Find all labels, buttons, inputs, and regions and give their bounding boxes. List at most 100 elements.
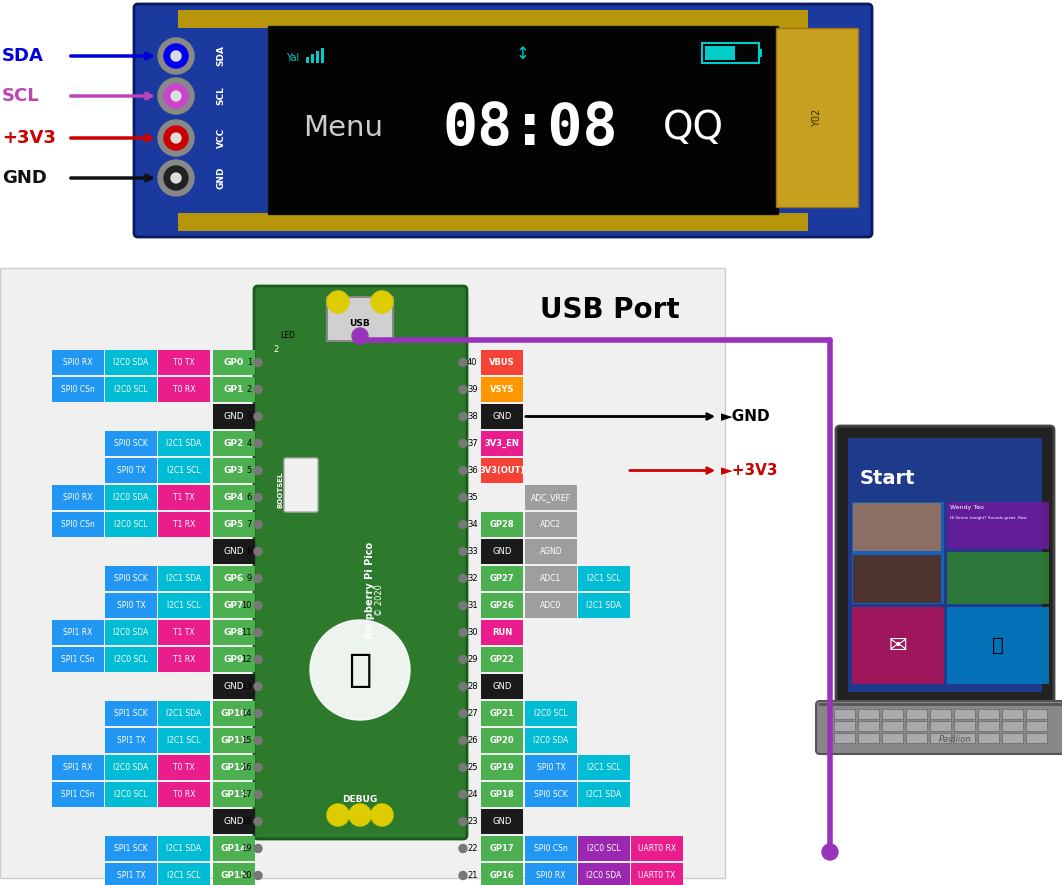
- Text: GND: GND: [224, 817, 244, 826]
- Text: © 2020: © 2020: [376, 584, 384, 616]
- Circle shape: [254, 358, 262, 366]
- FancyBboxPatch shape: [1027, 710, 1047, 720]
- Text: 35: 35: [467, 493, 478, 502]
- FancyBboxPatch shape: [525, 485, 577, 510]
- FancyBboxPatch shape: [816, 701, 1062, 754]
- Text: 31: 31: [467, 601, 478, 610]
- FancyBboxPatch shape: [105, 782, 157, 807]
- Text: SPI0 CSn: SPI0 CSn: [62, 385, 95, 394]
- Text: GP22: GP22: [490, 655, 514, 664]
- Text: SCL: SCL: [2, 87, 39, 105]
- FancyBboxPatch shape: [481, 836, 523, 861]
- Circle shape: [822, 844, 838, 860]
- FancyBboxPatch shape: [853, 555, 941, 603]
- FancyBboxPatch shape: [525, 782, 577, 807]
- Circle shape: [254, 466, 262, 474]
- Bar: [0, 268, 725, 878]
- Text: 27: 27: [467, 709, 478, 718]
- Text: I2C1 SCL: I2C1 SCL: [167, 466, 201, 475]
- FancyBboxPatch shape: [978, 721, 999, 732]
- FancyBboxPatch shape: [178, 10, 808, 28]
- Circle shape: [254, 736, 262, 744]
- FancyBboxPatch shape: [105, 431, 157, 456]
- FancyBboxPatch shape: [481, 350, 523, 375]
- Circle shape: [459, 736, 467, 744]
- FancyBboxPatch shape: [158, 782, 210, 807]
- FancyBboxPatch shape: [105, 755, 157, 780]
- Text: 9: 9: [246, 574, 252, 583]
- FancyBboxPatch shape: [105, 458, 157, 483]
- FancyBboxPatch shape: [481, 809, 523, 834]
- Text: 17: 17: [241, 790, 252, 799]
- FancyBboxPatch shape: [836, 426, 1054, 704]
- FancyBboxPatch shape: [105, 350, 157, 375]
- Text: I2C0 SCL: I2C0 SCL: [114, 655, 148, 664]
- Circle shape: [254, 844, 262, 852]
- FancyBboxPatch shape: [158, 431, 210, 456]
- Text: VCC: VCC: [217, 127, 225, 148]
- Text: 39: 39: [467, 385, 478, 394]
- Text: GP18: GP18: [490, 790, 514, 799]
- Text: DEBUG: DEBUG: [342, 796, 378, 804]
- FancyBboxPatch shape: [481, 566, 523, 591]
- Circle shape: [254, 790, 262, 798]
- Text: 34: 34: [467, 520, 478, 529]
- FancyBboxPatch shape: [158, 863, 210, 885]
- FancyBboxPatch shape: [955, 710, 976, 720]
- Text: I2C1 SDA: I2C1 SDA: [167, 439, 202, 448]
- Text: I2C1 SDA: I2C1 SDA: [167, 844, 202, 853]
- Text: VSYS: VSYS: [490, 385, 514, 394]
- Circle shape: [171, 51, 181, 61]
- Text: 19: 19: [241, 844, 252, 853]
- Circle shape: [459, 412, 467, 420]
- FancyBboxPatch shape: [105, 647, 157, 672]
- FancyBboxPatch shape: [847, 438, 1042, 692]
- FancyBboxPatch shape: [52, 350, 104, 375]
- Text: I2C0 SDA: I2C0 SDA: [533, 736, 568, 745]
- Text: 38: 38: [467, 412, 478, 421]
- FancyBboxPatch shape: [947, 552, 1049, 604]
- Text: 5: 5: [246, 466, 252, 475]
- Text: GP8: GP8: [224, 628, 244, 637]
- FancyBboxPatch shape: [213, 512, 255, 537]
- Circle shape: [171, 91, 181, 101]
- Text: SPI0 RX: SPI0 RX: [64, 358, 92, 367]
- Circle shape: [164, 44, 188, 68]
- Circle shape: [459, 548, 467, 556]
- Circle shape: [459, 710, 467, 718]
- Text: SPI0 CSn: SPI0 CSn: [62, 520, 95, 529]
- FancyBboxPatch shape: [776, 28, 858, 207]
- Text: 3V3_EN: 3V3_EN: [484, 439, 519, 448]
- Text: 13: 13: [241, 682, 252, 691]
- Text: GP10: GP10: [221, 709, 247, 718]
- FancyBboxPatch shape: [105, 377, 157, 402]
- Text: GND: GND: [493, 817, 512, 826]
- FancyBboxPatch shape: [327, 297, 393, 341]
- Text: Yal: Yal: [286, 53, 299, 63]
- FancyBboxPatch shape: [852, 502, 944, 604]
- Text: 40: 40: [467, 358, 478, 367]
- Text: I2C1 SCL: I2C1 SCL: [587, 763, 621, 772]
- Text: I2C1 SDA: I2C1 SDA: [586, 601, 621, 610]
- Text: ADC0: ADC0: [541, 601, 562, 610]
- Circle shape: [459, 494, 467, 502]
- Circle shape: [459, 466, 467, 474]
- Circle shape: [459, 628, 467, 636]
- Text: I2C0 SCL: I2C0 SCL: [587, 844, 621, 853]
- FancyBboxPatch shape: [158, 377, 210, 402]
- FancyBboxPatch shape: [321, 48, 324, 63]
- Text: 18: 18: [241, 817, 252, 826]
- FancyBboxPatch shape: [525, 728, 577, 753]
- Text: I2C0 SCL: I2C0 SCL: [114, 520, 148, 529]
- Circle shape: [164, 166, 188, 190]
- Text: T0 TX: T0 TX: [173, 763, 194, 772]
- FancyBboxPatch shape: [284, 458, 318, 512]
- Text: GP19: GP19: [490, 763, 514, 772]
- Text: GP12: GP12: [221, 763, 247, 772]
- Circle shape: [349, 804, 371, 826]
- Circle shape: [459, 872, 467, 880]
- Text: 6: 6: [246, 493, 252, 502]
- Text: GP7: GP7: [224, 601, 244, 610]
- FancyBboxPatch shape: [158, 593, 210, 618]
- FancyBboxPatch shape: [930, 734, 952, 743]
